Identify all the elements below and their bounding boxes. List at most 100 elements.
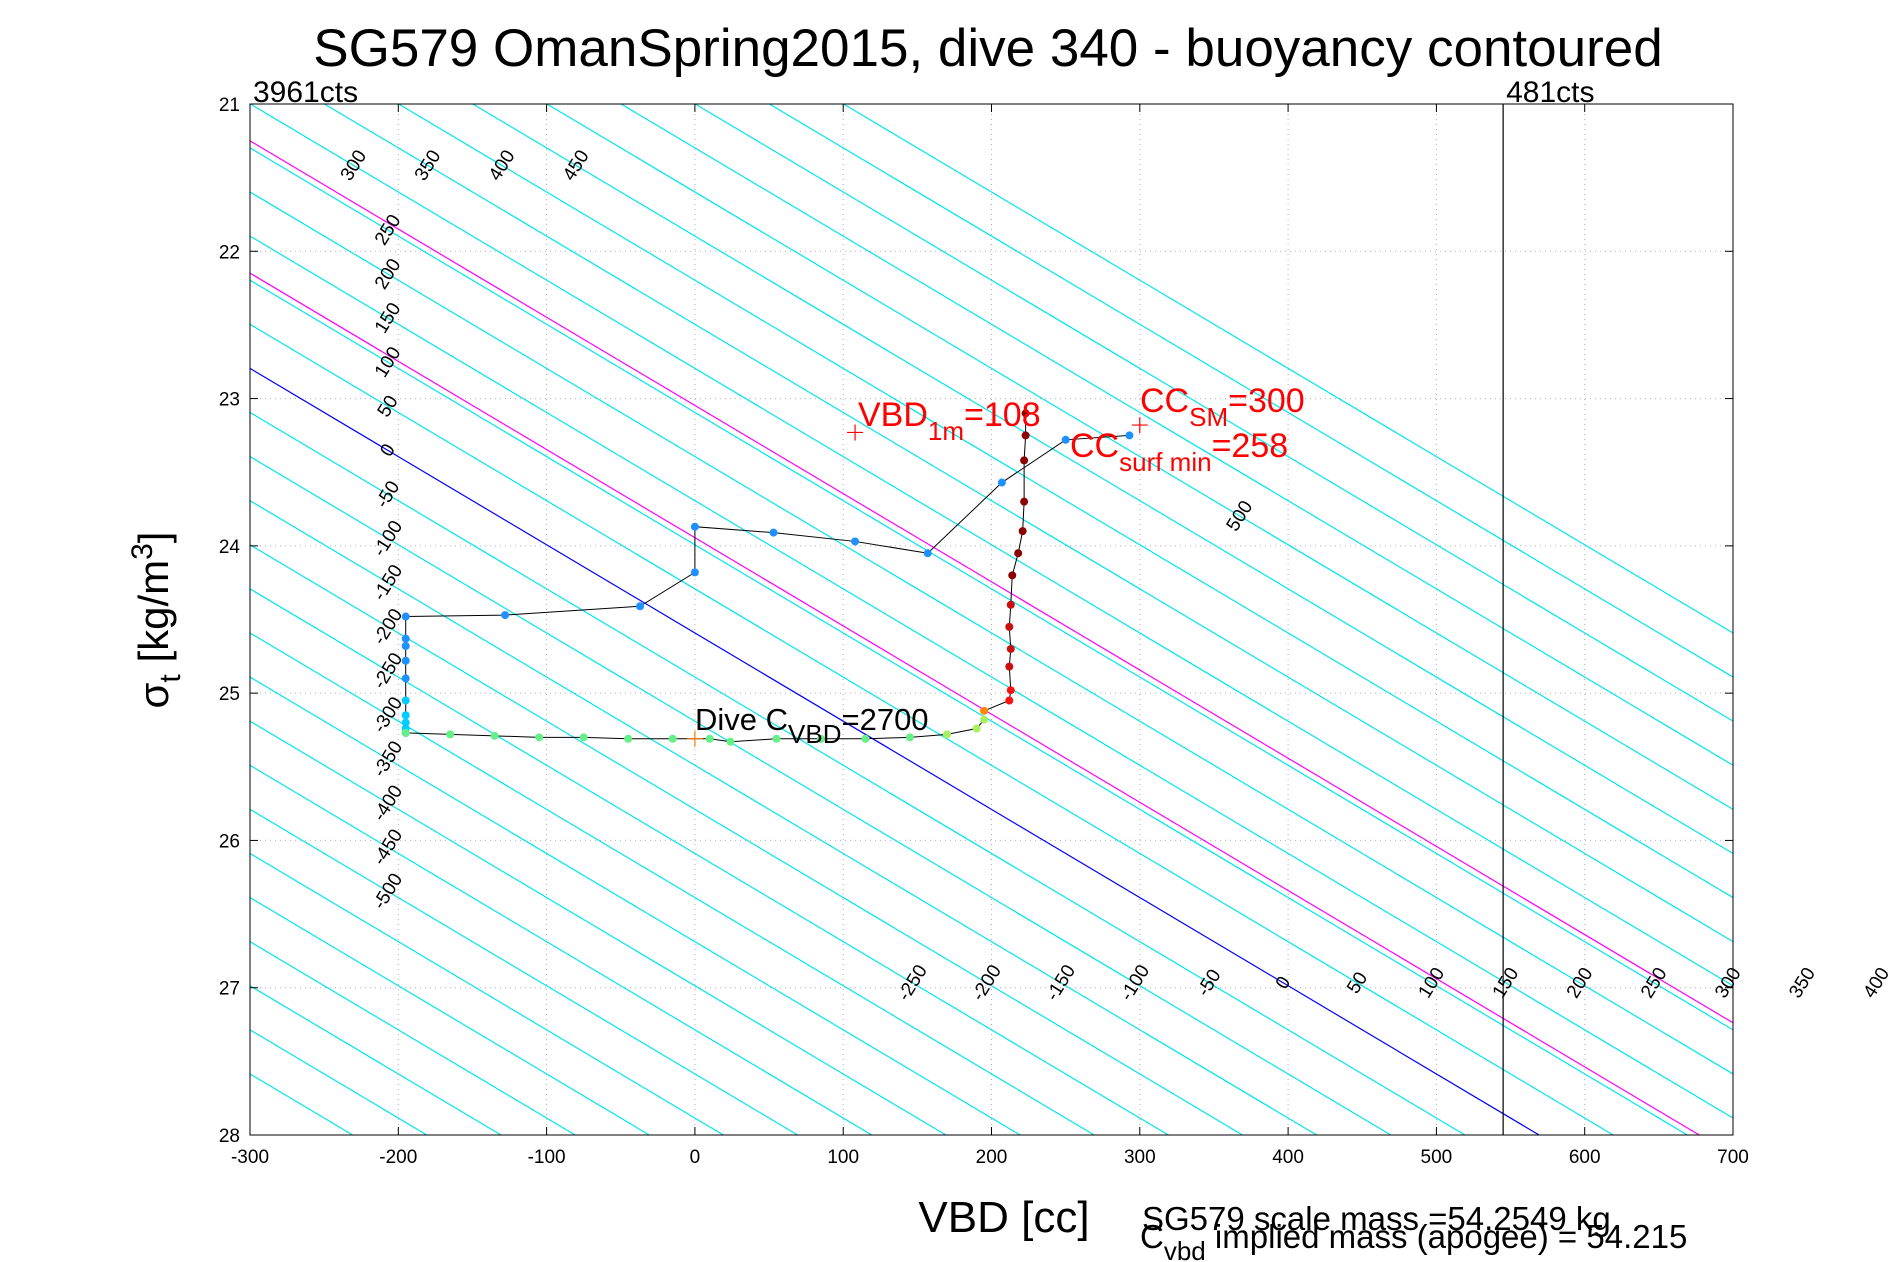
down-cast-point [401, 711, 410, 720]
y-axis-label-close: ] [130, 532, 177, 544]
contour-label-bottom: 150 [1489, 964, 1524, 1002]
x-tick-label: 0 [690, 1147, 701, 1168]
up-cast-point [1014, 549, 1023, 558]
contour-label-top: 350 [411, 147, 446, 185]
y-axis-label-unit: [kg/m [130, 560, 177, 674]
deep-segment-point [980, 715, 989, 724]
up-cast-point [1020, 456, 1029, 465]
down-cast-point [401, 718, 410, 727]
contour-label-top: -450 [369, 826, 407, 869]
annotation-cc-sm: CCSM=300 [1140, 382, 1305, 432]
contour-label-top: 0 [376, 440, 399, 460]
y-tick-label: 27 [219, 979, 240, 1000]
data-series [401, 409, 1134, 746]
contour-line [546, 103, 1734, 810]
contour-label-bottom: 350 [1785, 964, 1820, 1002]
y-axis-ticks: 21 22 23 24 25 26 27 28 [219, 95, 1733, 1147]
down-cast-point [401, 634, 410, 643]
contour-line [249, 764, 873, 1136]
deep-segment-point [861, 734, 870, 743]
deep-segment-point [668, 734, 677, 743]
contour-line [249, 852, 724, 1136]
contour-label-top: -150 [369, 561, 407, 604]
up-cast-point [980, 706, 989, 715]
deep-segment-point [905, 733, 914, 742]
up-cast-point [1021, 431, 1030, 440]
x-tick-label: 400 [1272, 1147, 1304, 1168]
highlight-contour-line [249, 272, 1700, 1136]
annotation-dive-c: Dive CVBD=2700 [695, 702, 929, 749]
x-tick-label: 100 [827, 1147, 859, 1168]
down-cast-point [690, 568, 699, 577]
up-cast-point [1020, 497, 1029, 506]
contour-line [249, 676, 1021, 1136]
deep-segment-point [816, 734, 825, 743]
contour-label-bottom: -250 [894, 961, 932, 1004]
contour-label-bottom: 300 [1711, 964, 1746, 1002]
annotation-vbd-1m: VBD1m=108 [858, 396, 1041, 446]
deep-segment-point [535, 733, 544, 742]
contour-line [249, 367, 1540, 1136]
contour-label-top: -350 [369, 738, 407, 781]
contour-label-bottom: -200 [968, 961, 1006, 1004]
contour-label-top: 250 [371, 211, 406, 249]
contour-line [620, 103, 1734, 766]
contour-line [249, 456, 1392, 1136]
x-axis-ticks: -300 -200 -100 0 100 200 300 400 500 600 700 [231, 104, 1749, 1168]
x-tick-label: -200 [379, 1147, 417, 1168]
deep-segment-point [579, 733, 588, 742]
down-cast-point [401, 674, 410, 683]
deep-segment-point [705, 734, 714, 743]
deep-segment-point [943, 730, 952, 739]
contour-label-top: 200 [371, 255, 406, 293]
y-tick-label: 26 [219, 831, 240, 852]
contour-labels: -500-450-400-350-300-250-200-150-100-500… [337, 147, 1891, 1005]
up-cast-point [1006, 644, 1015, 653]
x-tick-label: 200 [976, 1147, 1008, 1168]
contour-line [324, 103, 1734, 943]
up-cast-point [1006, 686, 1015, 695]
contour-line [398, 103, 1734, 899]
annotation-cc-surf-min: CCsurf min=258 [1070, 427, 1288, 477]
contour-label-top: 450 [559, 147, 594, 185]
contour-label-top: -400 [369, 782, 407, 825]
contour-line [249, 323, 1614, 1136]
y-tick-label: 25 [219, 684, 240, 705]
contour-label-top: -250 [369, 649, 407, 692]
contour-line [843, 103, 1734, 634]
y-tick-label: 24 [219, 537, 241, 558]
plus-marker [847, 424, 864, 441]
contour-label-top: 300 [337, 147, 372, 185]
contour-line [250, 103, 1734, 987]
contour-label-bottom: 100 [1415, 964, 1450, 1002]
contour-label-top: 150 [371, 299, 406, 337]
up-cast-point [1018, 527, 1027, 536]
down-cast-point [1061, 435, 1070, 444]
deep-segment-point [624, 734, 633, 743]
x-tick-label: -300 [231, 1147, 269, 1168]
contour-label-top: -200 [369, 605, 407, 648]
contour-label-bottom: -150 [1042, 961, 1080, 1004]
markers [686, 417, 1148, 747]
down-cast-point [1125, 431, 1134, 440]
y-tick-label: 22 [219, 242, 240, 263]
contour-label-bottom: 200 [1563, 964, 1598, 1002]
deep-segment-point [401, 728, 410, 737]
down-cast-point [401, 656, 410, 665]
contour-line [249, 632, 1095, 1136]
down-cast-point [501, 611, 510, 620]
plus-marker [686, 730, 703, 747]
y-axis-label: σt [kg/m3] [126, 532, 187, 709]
down-cast-point [997, 478, 1006, 487]
down-cast-point [923, 549, 932, 558]
contour-label-top: -100 [369, 517, 407, 560]
contour-label-top: 100 [371, 343, 406, 381]
x-tick-label: 300 [1124, 1147, 1156, 1168]
contour-label-top: -500 [369, 870, 407, 913]
contour-label-top: 500 [1223, 497, 1258, 535]
y-tick-label: 28 [219, 1126, 240, 1147]
contour-line [769, 103, 1734, 678]
contour-line [249, 985, 502, 1136]
contour-line [249, 720, 947, 1136]
